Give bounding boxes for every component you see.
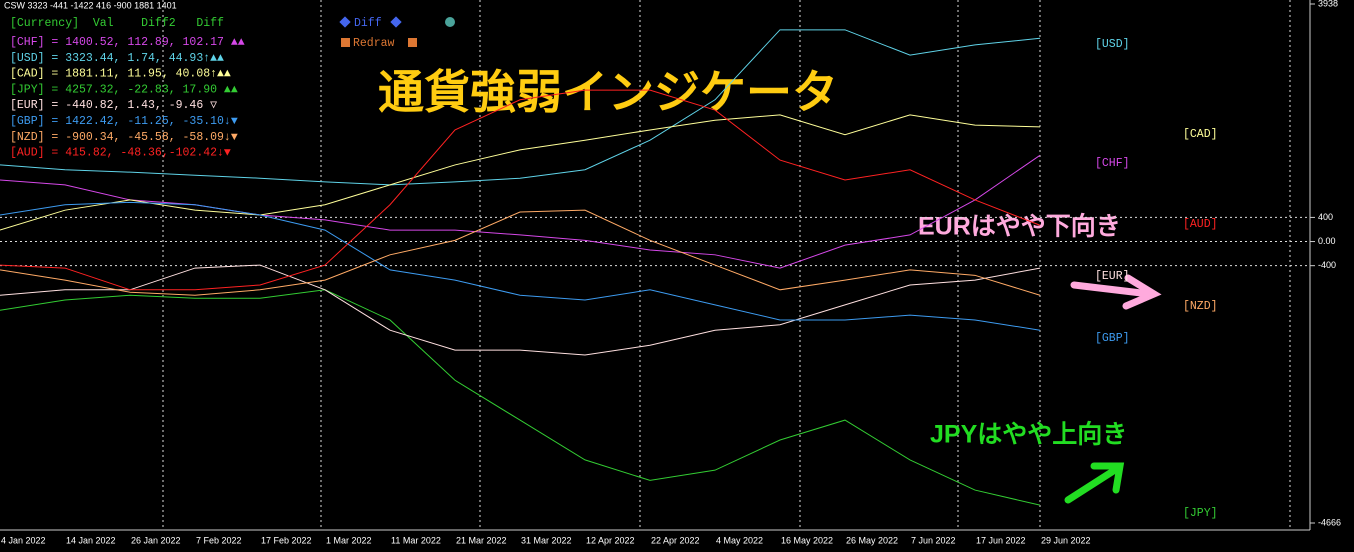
series-line bbox=[0, 154, 1041, 269]
y-tick-label: 0.00 bbox=[1318, 236, 1336, 246]
button-label: Redraw bbox=[353, 37, 395, 50]
x-tick-label: 22 Apr 2022 bbox=[651, 535, 700, 545]
annotation: EURはやや下向き bbox=[918, 212, 1121, 241]
green-arrow bbox=[1064, 462, 1125, 504]
x-tick-label: 7 Feb 2022 bbox=[196, 535, 242, 545]
y-tick-label: -400 bbox=[1318, 260, 1336, 270]
x-tick-label: 4 May 2022 bbox=[716, 535, 763, 545]
redraw-button[interactable]: Redraw bbox=[341, 37, 417, 50]
diff-button[interactable]: Diff bbox=[339, 16, 402, 30]
series-line bbox=[0, 114, 1041, 231]
panel-row: [USD] = 3323.44, 1.74, 44.93↑▲▲ bbox=[10, 52, 224, 65]
square bbox=[408, 38, 417, 47]
x-tick-label: 14 Jan 2022 bbox=[66, 535, 116, 545]
x-tick-label: 17 Jun 2022 bbox=[976, 535, 1026, 545]
series-label: [NZD] bbox=[1183, 300, 1218, 313]
x-tick-label: 12 Apr 2022 bbox=[586, 535, 635, 545]
x-tick-label: 29 Jun 2022 bbox=[1041, 535, 1091, 545]
panel-row: [GBP] = 1422.42, -11.25, -35.10↓▼ bbox=[10, 115, 238, 128]
x-tick-label: 7 Jun 2022 bbox=[911, 535, 956, 545]
series-label: [CAD] bbox=[1183, 128, 1218, 141]
series-label: [JPY] bbox=[1183, 507, 1218, 520]
panel-row: [AUD] = 415.82, -48.36,-102.42↓▼ bbox=[10, 147, 231, 160]
diamond bbox=[339, 16, 351, 28]
series-line bbox=[0, 264, 1041, 356]
series-line bbox=[0, 201, 1041, 331]
series-line bbox=[0, 209, 1041, 296]
panel-row: [CHF] = 1400.52, 112.89, 102.17 ▲▲ bbox=[10, 36, 245, 49]
panel-header: [Currency] Val Diff2 Diff bbox=[10, 17, 224, 30]
y-tick-label: 400 bbox=[1318, 212, 1333, 222]
x-tick-label: 4 Jan 2022 bbox=[1, 535, 46, 545]
button-label: Diff bbox=[354, 17, 382, 30]
panel-row: [CAD] = 1881.11, 11.95, 40.08↑▲▲ bbox=[10, 68, 231, 81]
x-tick-label: 17 Feb 2022 bbox=[261, 535, 312, 545]
series-label: [GBP] bbox=[1095, 332, 1130, 345]
series-label: [CHF] bbox=[1095, 157, 1130, 170]
panel-row: [JPY] = 4257.32, -22.83, 17.90 ▲▲ bbox=[10, 83, 238, 96]
x-tick-label: 16 May 2022 bbox=[781, 535, 833, 545]
panel-row: [EUR] = -440.82, 1.43, -9.46 ▽ bbox=[10, 99, 217, 112]
x-tick-label: 26 May 2022 bbox=[846, 535, 898, 545]
status-dot[interactable] bbox=[445, 17, 455, 27]
annotation: JPYはやや上向き bbox=[930, 420, 1127, 449]
x-tick-label: 31 Mar 2022 bbox=[521, 535, 572, 545]
series-line bbox=[0, 29, 1041, 186]
pink-arrow bbox=[1070, 274, 1162, 310]
separators bbox=[162, 0, 1291, 530]
series-line bbox=[0, 89, 1041, 291]
y-tick-label: 3938 bbox=[1318, 0, 1338, 8]
chart-title: 通貨強弱インジケータ bbox=[378, 66, 838, 118]
series-line bbox=[0, 289, 1041, 506]
header: CSW 3323 -441 -1422 416 -900 1881 1401 bbox=[4, 0, 177, 10]
x-tick-label: 21 Mar 2022 bbox=[456, 535, 507, 545]
x-tick-label: 1 Mar 2022 bbox=[326, 535, 372, 545]
panel-row: [NZD] = -900.34, -45.58, -58.09↓▼ bbox=[10, 131, 238, 144]
diamond bbox=[390, 16, 402, 28]
y-tick-label: -4666 bbox=[1318, 517, 1341, 527]
square bbox=[341, 38, 350, 47]
series-label: [EUR] bbox=[1095, 270, 1130, 283]
series-label: [USD] bbox=[1095, 38, 1130, 51]
x-tick-label: 26 Jan 2022 bbox=[131, 535, 181, 545]
x-tick-label: 11 Mar 2022 bbox=[391, 535, 441, 545]
series-label: [AUD] bbox=[1183, 218, 1218, 231]
